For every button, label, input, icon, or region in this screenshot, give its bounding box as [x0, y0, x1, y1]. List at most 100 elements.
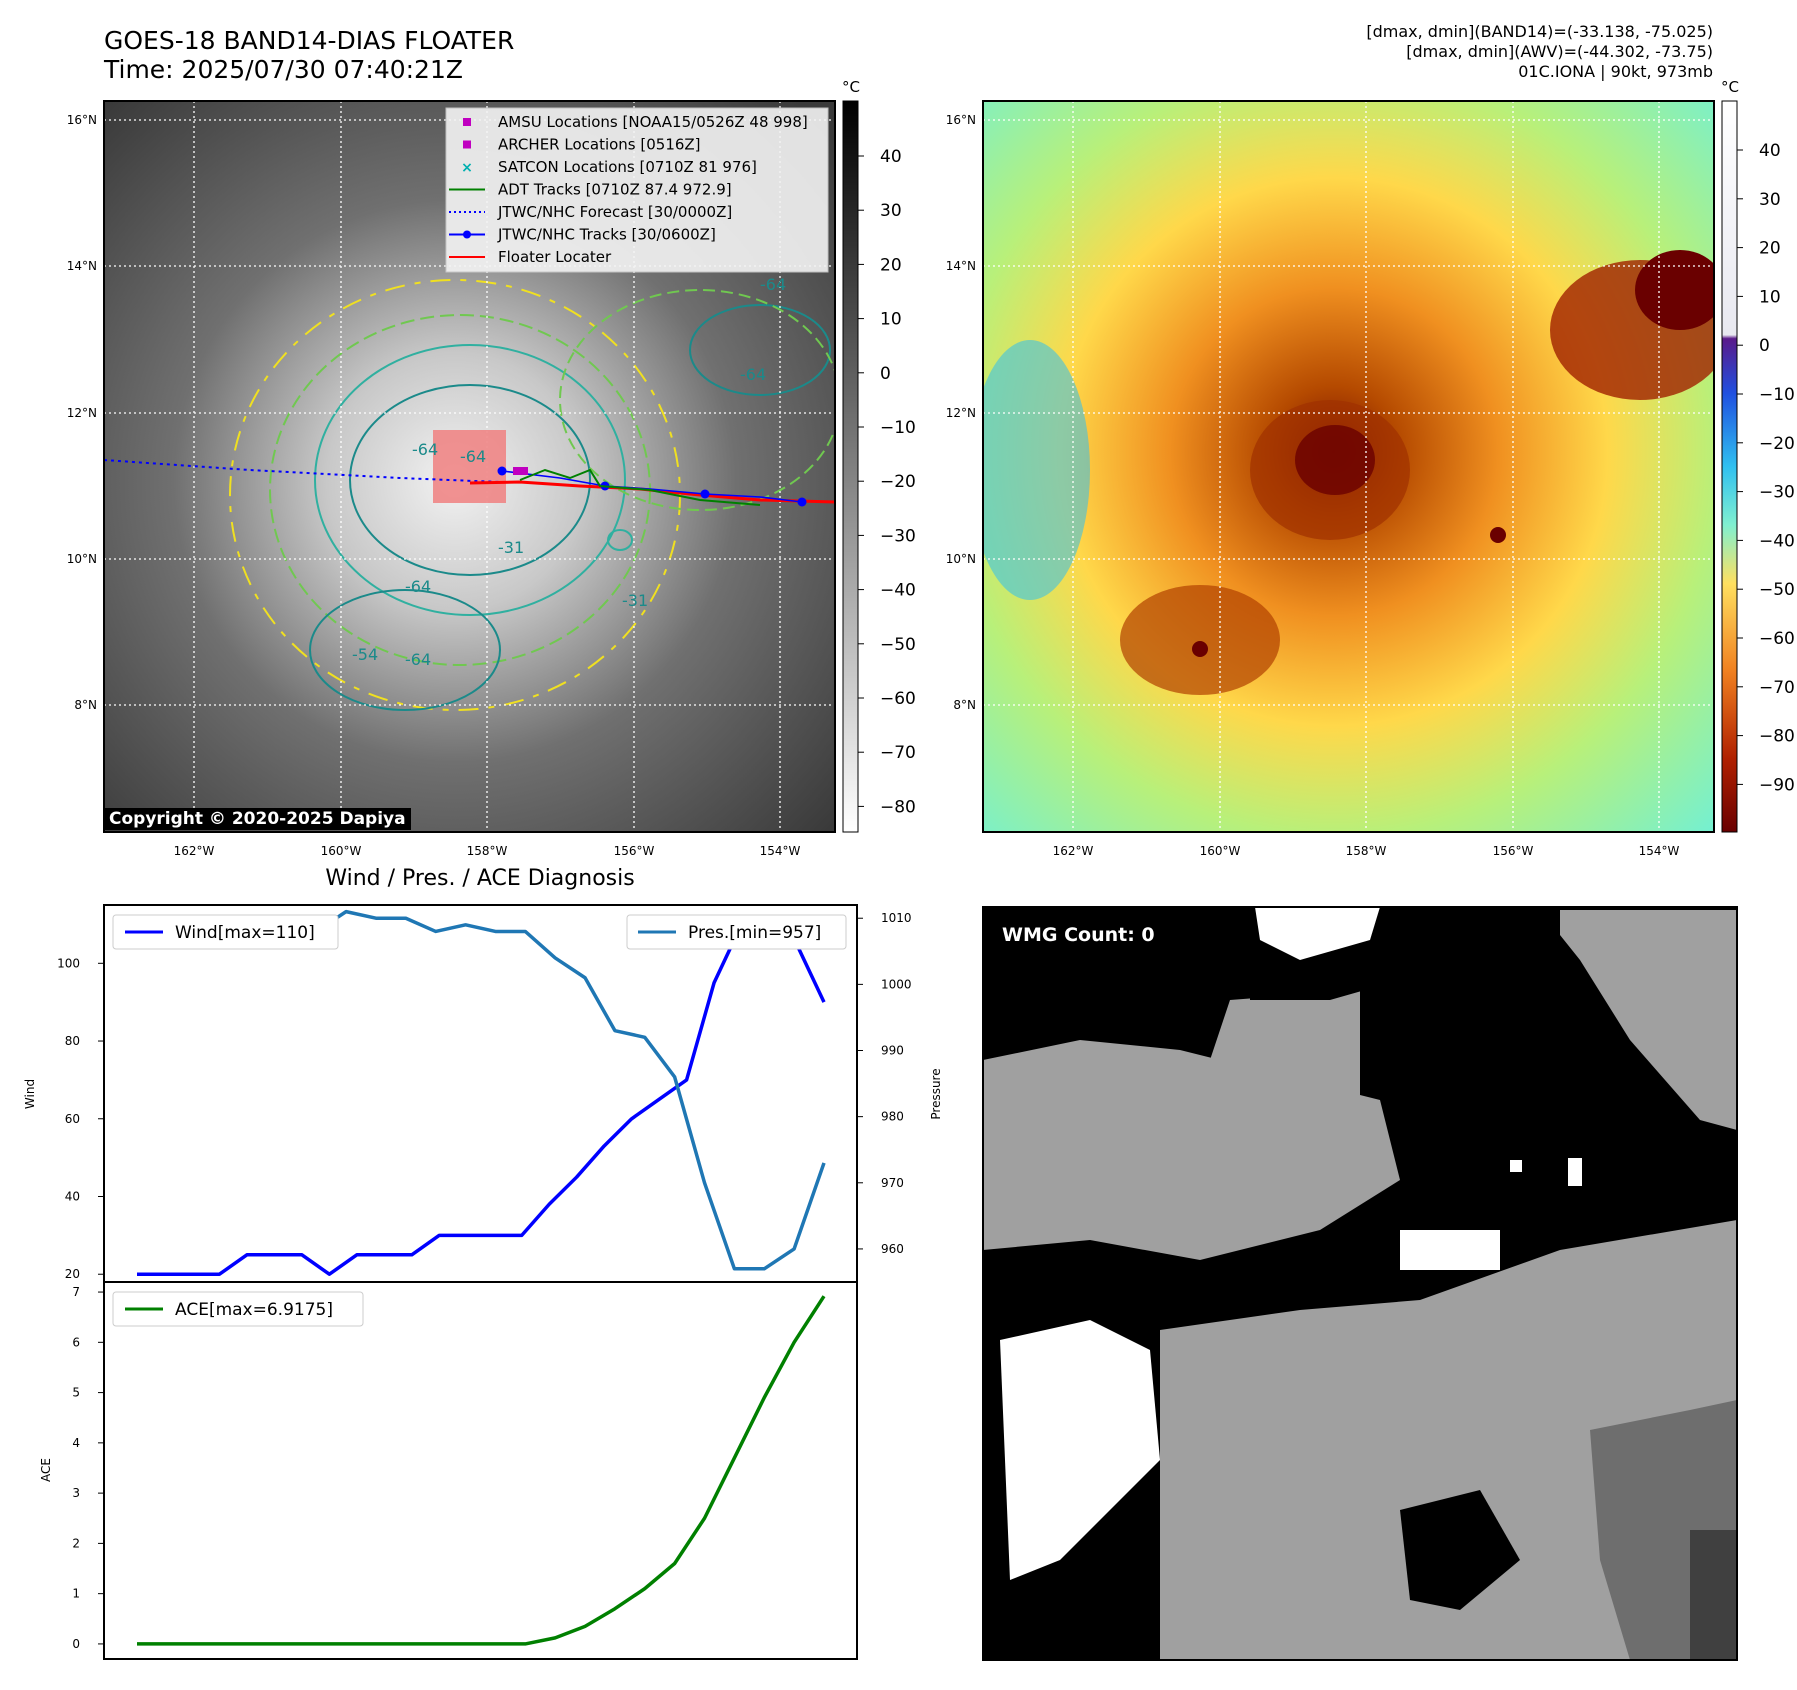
colorbar-tick-label: −80 [1759, 727, 1795, 747]
map-legend: AMSU Locations [NOAA15/0526Z 48 998] ARCH… [449, 113, 808, 266]
awv-gridlines [983, 101, 1714, 832]
ace-series [136, 1295, 826, 1646]
ace-chart: ACE 0 1 2 3 4 5 6 7 ACE[max=6.9175] [39, 1281, 858, 1660]
ace-tick-label: 0 [72, 1637, 80, 1651]
ace-legend-label: ACE[max=6.9175] [175, 1300, 333, 1320]
ir-colorbar: °C 40 30 20 10 0 −10 −20 −30 −40 −50 −60 −70 −80 [842, 78, 916, 833]
pressure-tick-label: 980 [881, 1110, 904, 1124]
ace-tick-label: 1 [72, 1587, 80, 1601]
colorbar-tick-label: −10 [880, 418, 916, 438]
storm-info: [dmax, dmin](BAND14)=(-33.138, -75.025) … [1366, 22, 1713, 82]
ace-tick-label: 6 [72, 1335, 80, 1349]
colorbar-tick-label: 30 [1759, 190, 1781, 210]
ace-legend: ACE[max=6.9175] [112, 1291, 364, 1327]
colorbar-tick-label: 10 [1759, 287, 1781, 307]
pressure-legend-label: Pres.[min=957] [688, 923, 821, 943]
wind-pressure-frame [103, 904, 858, 1283]
contour-label: -64 [412, 440, 438, 459]
ir-lat-labels: 16°N 14°N 12°N 10°N 8°N [67, 113, 97, 712]
ace-frame [103, 1281, 858, 1660]
lon-label: 160°W [321, 844, 362, 858]
ace-line [137, 1295, 826, 1646]
colorbar-tick-label: −70 [1759, 678, 1795, 698]
archer-marker [520, 467, 528, 475]
jtwc-track-points [497, 466, 807, 507]
awv-lon-labels: 162°W 160°W 158°W 156°W 154°W [1053, 844, 1680, 858]
amsu-marker [513, 467, 521, 475]
wmg-panel [982, 906, 1738, 1661]
lon-label: 162°W [1053, 844, 1094, 858]
wind-line [137, 922, 826, 1276]
ir-contours [229, 279, 835, 711]
lon-label: 158°W [1346, 844, 1387, 858]
awv-colorbar: °C 40 30 20 10 0 −10 −20 −30 −40 −50 −60 −70 −80 −90 [1721, 78, 1795, 833]
lat-label: 10°N [67, 552, 97, 566]
contour-label: -31 [498, 538, 524, 557]
ace-tick-label: 7 [72, 1285, 80, 1299]
title-line-1: GOES-18 BAND14-DIAS FLOATER [104, 26, 515, 55]
wind-legend-label: Wind[max=110] [175, 923, 315, 943]
awv-lat-labels: 16°N 14°N 12°N 10°N 8°N [946, 113, 976, 712]
wind-axis-label: Wind [23, 1079, 37, 1109]
wind-tick-label: 100 [57, 956, 80, 970]
awv-map-panel [982, 100, 1715, 833]
colorbar-tick-label: −40 [1759, 531, 1795, 551]
legend-marker: × [461, 160, 473, 176]
lat-label: 14°N [67, 259, 97, 273]
legend-label: ADT Tracks [0710Z 87.4 972.9] [498, 181, 732, 199]
title-line-2: Time: 2025/07/30 07:40:21Z [104, 55, 463, 84]
lat-label: 8°N [74, 698, 97, 712]
lat-label: 16°N [67, 113, 97, 127]
copyright-label: Copyright © 2020-2025 Dapiya [104, 808, 411, 830]
colorbar-tick-label: −60 [1759, 629, 1795, 649]
ace-axis-label: ACE [39, 1458, 53, 1482]
pressure-tick-label: 1000 [881, 977, 912, 991]
contour-label: -31 [622, 591, 648, 610]
figure-title: GOES-18 BAND14-DIAS FLOATER Time: 2025/0… [104, 26, 514, 84]
pressure-legend: Pres.[min=957] [626, 914, 847, 950]
legend-label: JTWC/NHC Forecast [30/0000Z] [497, 203, 732, 221]
awv-map-frame [982, 100, 1715, 833]
legend-marker [463, 140, 471, 149]
colorbar-tick-label: 10 [880, 310, 902, 330]
wind-legend: Wind[max=110] [112, 914, 339, 950]
lat-label: 8°N [953, 698, 976, 712]
wind-tick-label: 40 [65, 1189, 80, 1203]
pressure-tick-label: 990 [881, 1044, 904, 1058]
wmg-count: WMG Count: 0 [1002, 924, 1155, 946]
contour-label: -64 [405, 577, 431, 596]
legend-label: JTWC/NHC Tracks [30/0600Z] [497, 226, 716, 244]
ir-lon-labels: 162°W 160°W 158°W 156°W 154°W [174, 844, 801, 858]
colorbar-tick-label: −20 [880, 472, 916, 492]
awv-features [983, 250, 1714, 695]
colorbar-tick-label: −70 [880, 743, 916, 763]
contour-labels: -64 -64 -31 -64 -31 -64 -54 -64 -64 [352, 275, 786, 669]
contour-label: -54 [352, 645, 378, 664]
lon-label: 156°W [1493, 844, 1534, 858]
colorbar-tick-label: 40 [1759, 141, 1781, 161]
colorbar-tick-label: 0 [1759, 336, 1770, 356]
lat-label: 14°N [946, 259, 976, 273]
colorbar-tick-label: 30 [880, 201, 902, 221]
pressure-tick-label: 970 [881, 1176, 904, 1190]
colorbar-tick-label: −80 [880, 797, 916, 817]
legend-marker-dot [463, 230, 471, 239]
lon-label: 154°W [1639, 844, 1680, 858]
ir-map-panel: AMSU Locations [NOAA15/0526Z 48 998] ARCH… [103, 100, 836, 833]
legend-marker [463, 118, 471, 126]
adt-track [519, 468, 761, 506]
ace-tick-label: 3 [72, 1486, 80, 1500]
colorbar-tick-label: −20 [1759, 434, 1795, 454]
lat-label: 16°N [946, 113, 976, 127]
lon-label: 156°W [614, 844, 655, 858]
legend-label: SATCON Locations [0710Z 81 976] [498, 158, 757, 176]
wind-pressure-chart: Wind Pressure 20 40 60 80 100 960 970 980 990 10… [23, 904, 943, 1283]
lon-label: 162°W [174, 844, 215, 858]
legend-label: ARCHER Locations [0516Z] [498, 136, 701, 154]
chart-title: Wind / Pres. / ACE Diagnosis [325, 866, 634, 891]
colorbar-tick-label: −30 [1759, 483, 1795, 503]
lat-label: 12°N [67, 406, 97, 420]
colorbar-tick-label: 20 [880, 255, 902, 275]
pressure-tick-label: 1010 [881, 911, 912, 925]
colorbar-tick-label: −40 [880, 581, 916, 601]
